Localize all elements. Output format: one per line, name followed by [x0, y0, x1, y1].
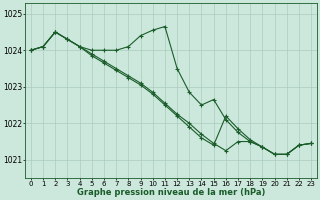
X-axis label: Graphe pression niveau de la mer (hPa): Graphe pression niveau de la mer (hPa) [77, 188, 265, 197]
